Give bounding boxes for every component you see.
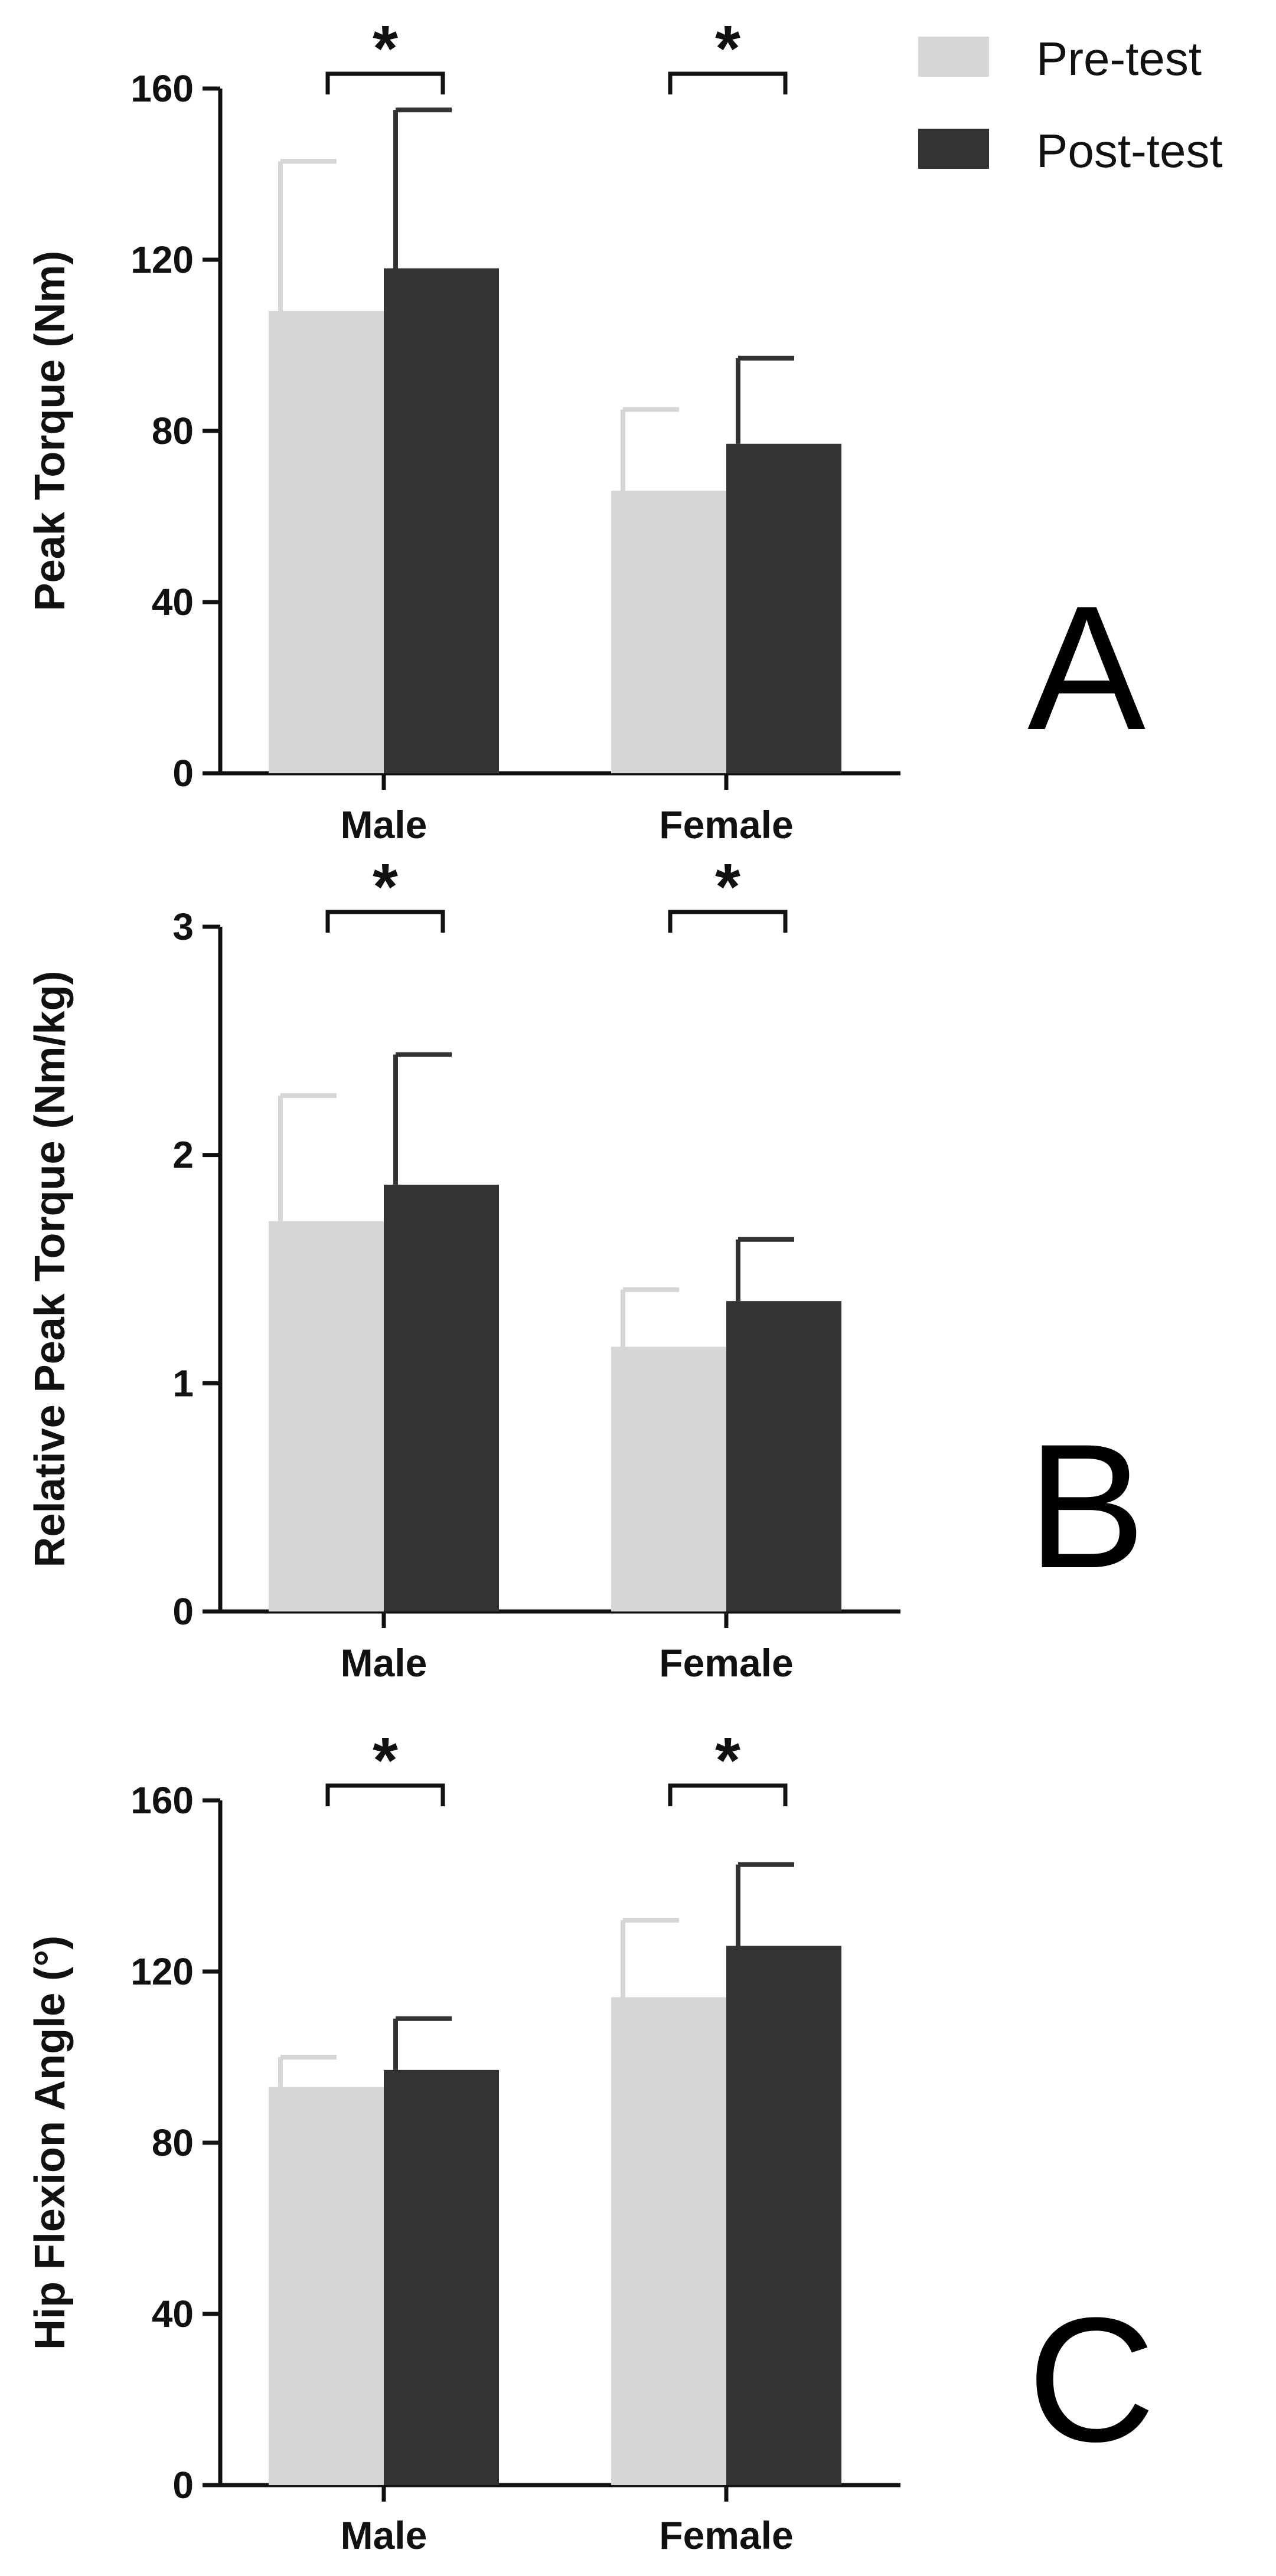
panel-a-y-tick-label: 40 [152, 581, 194, 623]
panel-c-y-tick-label: 120 [130, 1950, 194, 1993]
panel-a-significance-bracket [668, 71, 788, 94]
panel-a-y-tick-label: 120 [130, 238, 194, 281]
panel-c-bar-post-test-male [384, 2070, 499, 2485]
legend-swatch-post-test [918, 129, 989, 169]
panel-a-bar-pre-test-female [611, 491, 726, 773]
panel-b-bar-post-test-female [726, 1301, 841, 1611]
panel-a-x-tick-label: Female [659, 803, 793, 846]
panel-a-letter: A [1027, 568, 1147, 767]
panel-c-bar-pre-test-female [611, 1997, 726, 2485]
panel-a-bar-post-test-female [726, 443, 841, 773]
panel-c-y-tick-label: 0 [172, 2464, 194, 2506]
panel-b-significance-star: * [373, 851, 398, 923]
panel-c-bar-pre-test-male [269, 2087, 384, 2485]
panel-c-y-tick-label: 160 [130, 1779, 194, 1822]
panel-c-x-tick-label: Male [341, 2513, 427, 2557]
panel-b-bar-post-test-male [384, 1184, 499, 1611]
panel-a-y-tick-label: 0 [172, 752, 194, 795]
panel-c-y-axis-label: Hip Flexion Angle (°) [27, 1936, 74, 2350]
panel-c-significance-star: * [715, 1724, 740, 1797]
panel-b-significance-bracket [668, 910, 788, 933]
panel-c-x-tick-label: Female [659, 2513, 793, 2557]
panel-c-hip-flexion-angle: Hip Flexion Angle (°) C 0 40 80 120 160 Male F… [27, 1724, 1156, 2557]
panel-b-y-tick-label: 0 [172, 1590, 194, 1633]
legend-label-pre-test: Pre-test [1036, 32, 1202, 85]
legend-swatch-pre-test [918, 37, 989, 77]
panel-c-bar-post-test-female [726, 1946, 841, 2485]
panel-b-bar-pre-test-female [611, 1346, 726, 1611]
panel-a-significance-star: * [715, 12, 740, 85]
panel-a-bar-pre-test-male [269, 311, 384, 773]
panel-b-relative-peak-torque: Relative Peak Torque (Nm/kg) B 0 1 2 3 Male F… [27, 851, 1146, 1685]
legend: Pre-test Post-test [918, 32, 1223, 177]
panel-c-y-tick-label: 80 [152, 2121, 194, 2164]
panel-b-letter: B [1027, 1407, 1146, 1605]
panel-c-significance-bracket [325, 1783, 445, 1806]
panel-a-y-axis-label: Peak Torque (Nm) [27, 251, 74, 612]
panel-c-significance-star: * [373, 1724, 398, 1797]
panel-b-x-tick-label: Male [341, 1641, 427, 1685]
panel-c-significance-bracket [668, 1783, 788, 1806]
panel-b-y-tick-label: 1 [172, 1362, 194, 1404]
panel-a-significance-bracket [325, 71, 445, 94]
panel-b-significance-bracket [325, 910, 445, 933]
panel-a-bar-post-test-male [384, 268, 499, 773]
panel-b-significance-star: * [715, 851, 740, 923]
panel-c-y-tick-label: 40 [152, 2293, 194, 2335]
legend-label-post-test: Post-test [1036, 125, 1223, 177]
panel-c-letter: C [1027, 2280, 1156, 2479]
panel-a-significance-star: * [373, 12, 398, 85]
panel-b-x-tick-label: Female [659, 1641, 793, 1685]
panel-b-bar-pre-test-male [269, 1221, 384, 1611]
panel-b-y-axis-label: Relative Peak Torque (Nm/kg) [27, 971, 74, 1568]
panel-a-y-tick-label: 80 [152, 410, 194, 452]
panel-a-y-tick-label: 160 [130, 67, 194, 110]
panel-b-y-tick-label: 2 [172, 1134, 194, 1176]
panel-a-peak-torque: Peak Torque (Nm) A 0 40 80 120 160 Male Female… [27, 12, 1147, 846]
panel-a-x-tick-label: Male [341, 803, 427, 846]
panel-b-y-tick-label: 3 [172, 905, 194, 948]
